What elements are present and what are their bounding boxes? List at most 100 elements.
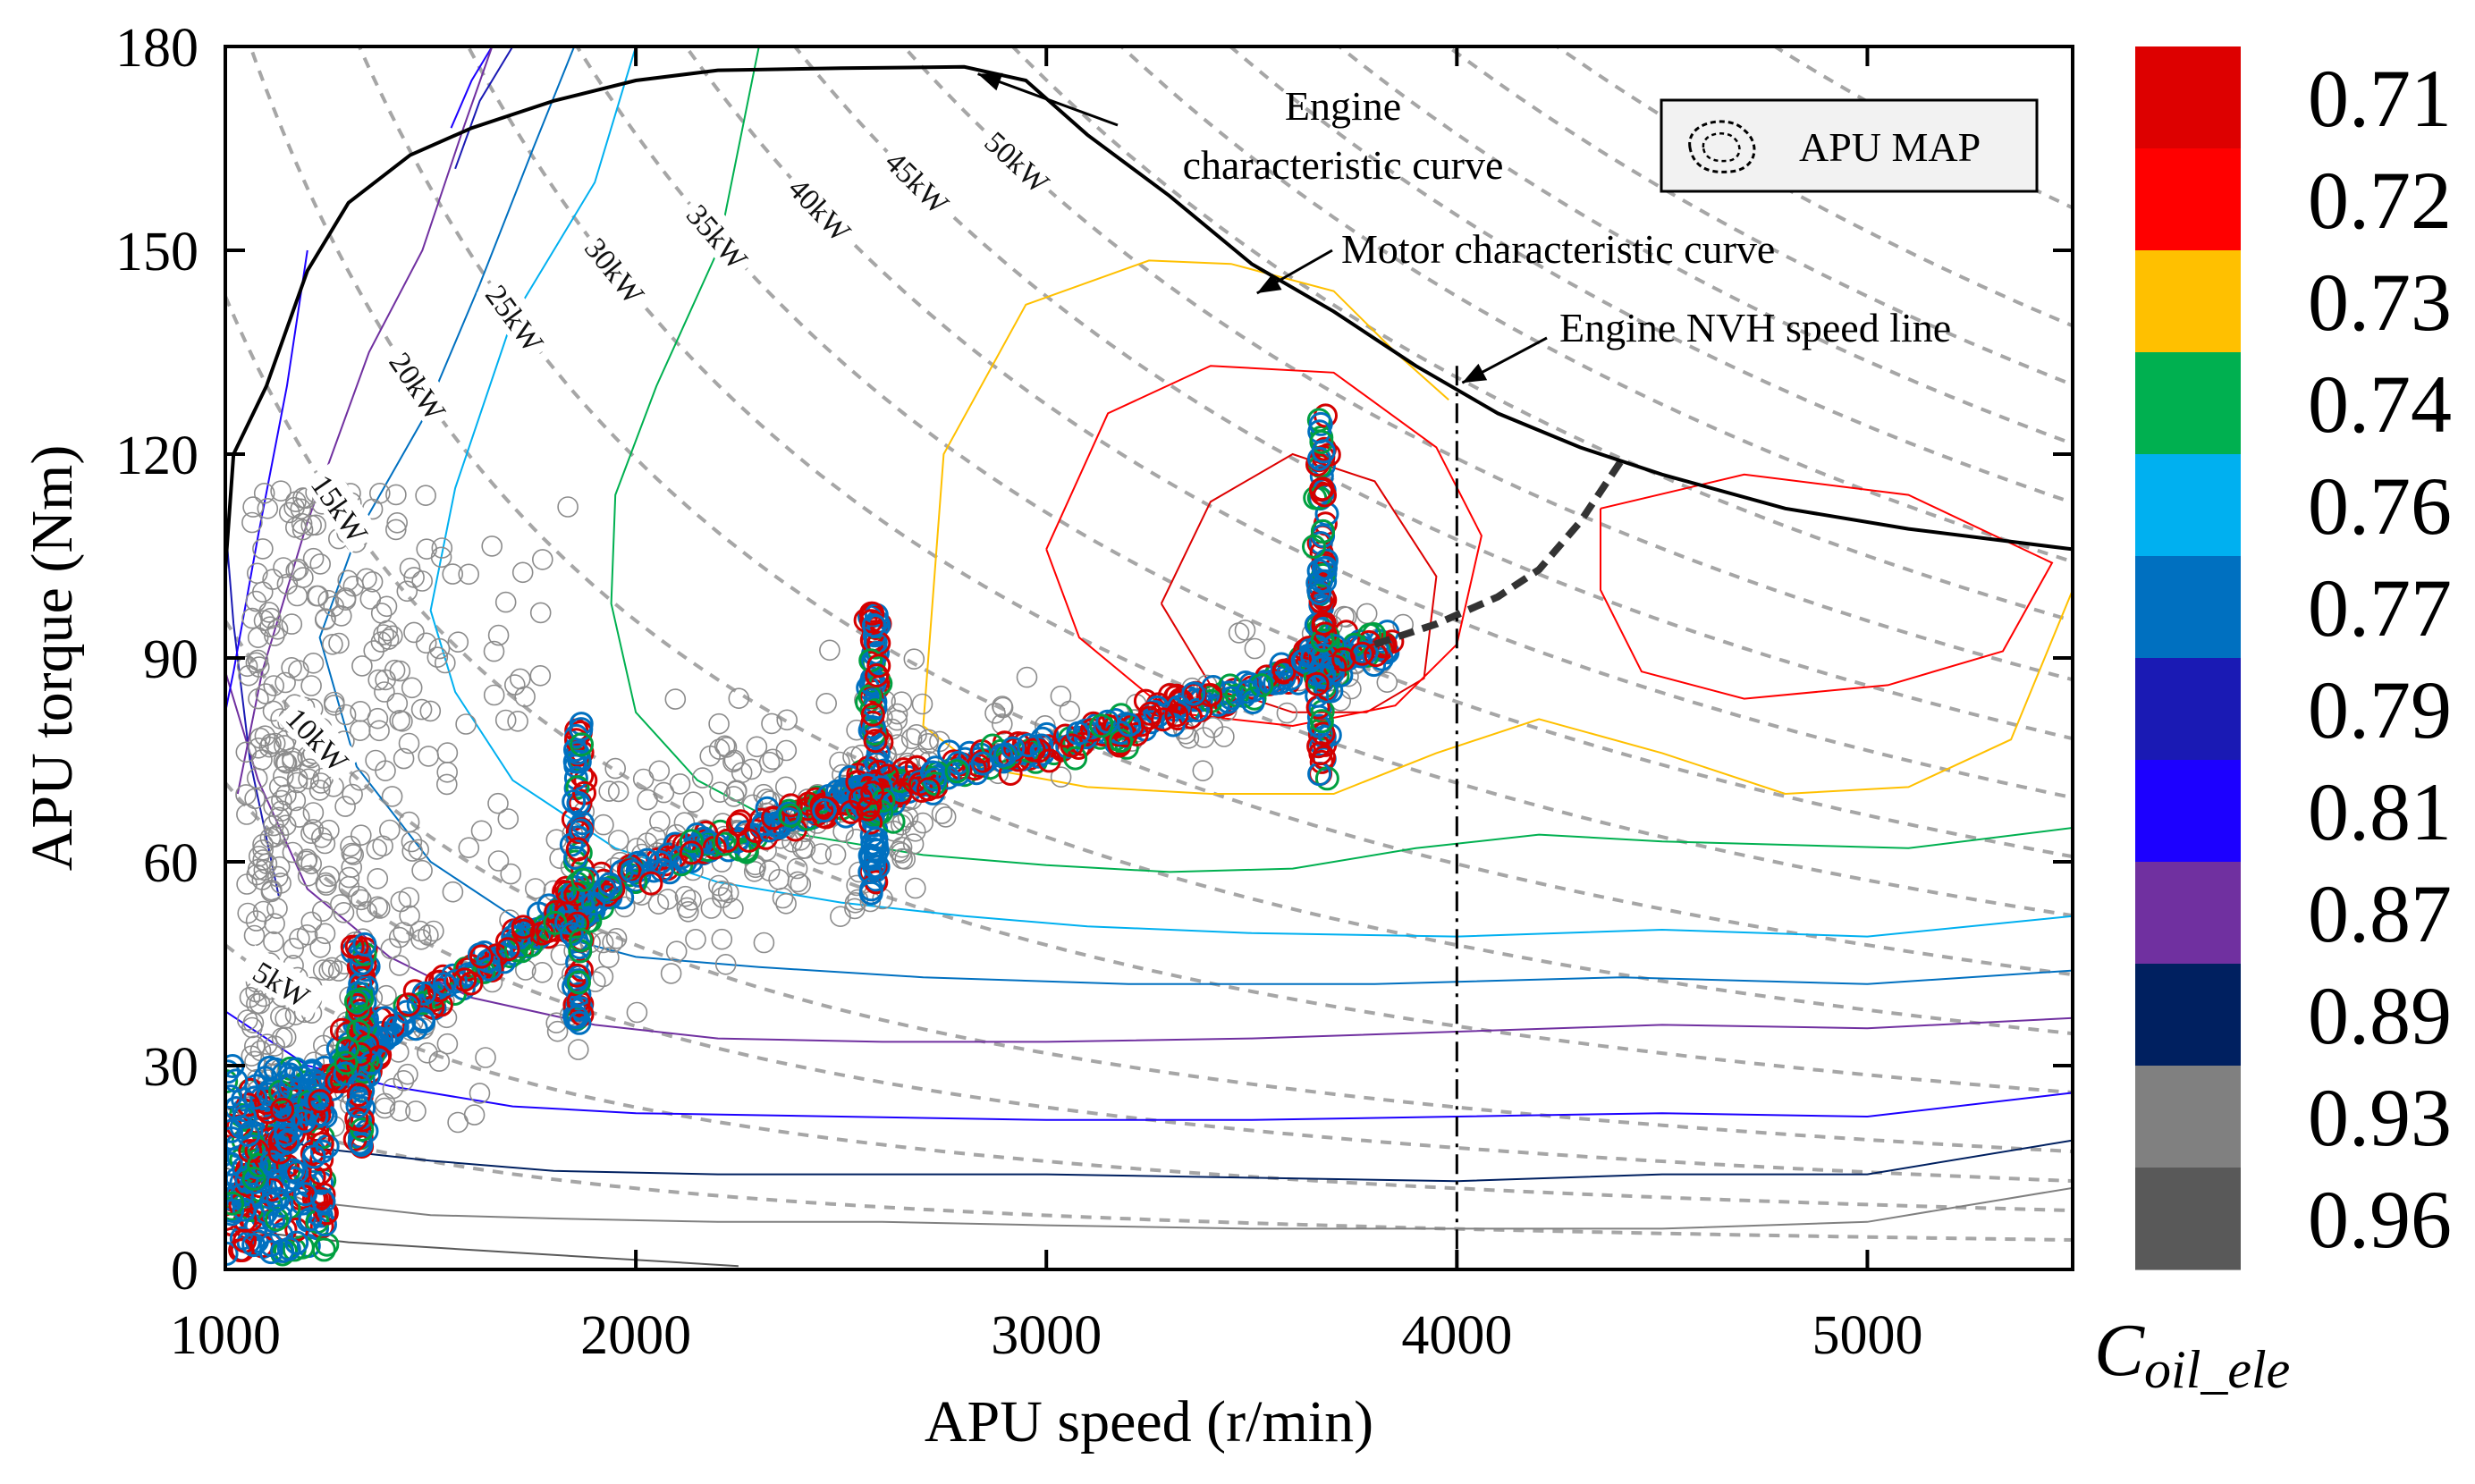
gray-point xyxy=(887,734,908,755)
power-label-bg-30kw xyxy=(575,224,657,315)
operating-point xyxy=(274,1122,298,1147)
gray-point xyxy=(241,607,263,629)
operating-point xyxy=(725,829,750,854)
gray-point xyxy=(256,1033,278,1055)
gray-point xyxy=(917,729,940,751)
legend-box xyxy=(1660,98,2039,193)
operating-point xyxy=(1249,673,1274,698)
gray-point xyxy=(494,591,517,613)
gray-point xyxy=(299,758,321,780)
gray-point xyxy=(399,557,421,579)
contour-0.73-3 xyxy=(922,259,1449,727)
gray-point xyxy=(830,906,851,927)
operating-point xyxy=(1198,683,1223,707)
operating-point xyxy=(1060,733,1085,758)
operating-point xyxy=(311,1189,336,1214)
gray-point xyxy=(378,819,401,841)
gray-point xyxy=(321,957,343,979)
gray-point xyxy=(262,1043,283,1066)
operating-point xyxy=(267,1203,292,1228)
gray-point xyxy=(271,789,292,812)
operating-point xyxy=(543,910,568,935)
gray-point xyxy=(248,737,269,759)
y-tick-label: 150 xyxy=(115,222,199,282)
gray-point xyxy=(711,928,733,950)
gray-point xyxy=(723,749,746,772)
power-line-60kw xyxy=(1119,46,2073,564)
operating-point xyxy=(1309,709,1334,734)
gray-point xyxy=(393,747,415,770)
gray-point xyxy=(333,901,355,923)
gray-point xyxy=(1228,622,1250,644)
gray-point xyxy=(604,757,627,780)
gray-point xyxy=(281,613,303,635)
operating-point xyxy=(555,880,579,905)
gray-point xyxy=(242,496,264,518)
operating-point xyxy=(281,1158,306,1183)
power-line-50kw xyxy=(900,46,2073,682)
operating-point xyxy=(921,760,946,785)
operating-point xyxy=(1063,746,1088,771)
operating-point xyxy=(225,1068,249,1093)
power-line-65kw xyxy=(1227,46,2073,505)
operating-point xyxy=(570,867,596,892)
gray-point xyxy=(832,821,854,842)
contour-0.74-5 xyxy=(610,46,2073,873)
power-label-bg-40kw xyxy=(778,164,865,252)
gray-point xyxy=(891,691,913,713)
operating-point xyxy=(712,831,737,856)
operating-point xyxy=(857,860,883,884)
operating-point xyxy=(581,891,605,916)
operating-point xyxy=(993,742,1018,767)
gray-point xyxy=(470,820,493,842)
operating-point xyxy=(511,915,536,940)
gray-point xyxy=(252,538,274,560)
operating-point xyxy=(346,1053,371,1078)
gray-point xyxy=(275,752,298,774)
gray-point xyxy=(245,652,267,674)
gray-point xyxy=(356,900,378,923)
nvh-line-arrow-head xyxy=(1462,363,1488,384)
operating-point xyxy=(256,1082,281,1107)
operating-point xyxy=(1310,628,1335,653)
gray-point xyxy=(455,713,477,735)
gray-point xyxy=(458,837,480,859)
operating-point xyxy=(684,833,709,858)
operating-point xyxy=(863,729,888,754)
operating-point xyxy=(874,763,900,788)
gray-point xyxy=(367,669,390,691)
colorbar-swatch xyxy=(2135,454,2241,557)
operating-point xyxy=(1305,671,1330,696)
legend: APU MAP xyxy=(1660,98,2039,193)
colorbar-label: 0.77 xyxy=(2308,562,2452,653)
gray-point xyxy=(992,696,1013,717)
annotations: Engine characteristic curve Motor charac… xyxy=(977,72,1951,384)
gray-point xyxy=(380,938,402,960)
operating-point xyxy=(432,972,457,997)
gray-point xyxy=(497,808,519,830)
gray-point xyxy=(660,963,682,984)
gray-point xyxy=(340,835,361,857)
gray-point xyxy=(393,1070,415,1092)
gray-point xyxy=(247,858,269,881)
operating-point xyxy=(232,1197,257,1222)
y-axis-ticks: 0 30 60 90 120 150 180 xyxy=(115,18,2073,1302)
legend-label: APU MAP xyxy=(1799,124,1981,170)
legend-map-icon-outer xyxy=(1688,120,1756,173)
colorbar-label: 0.72 xyxy=(2308,155,2452,246)
gray-point xyxy=(1376,671,1398,694)
y-tick-label: 60 xyxy=(143,833,199,894)
gray-point xyxy=(469,1083,491,1104)
gray-point xyxy=(385,484,407,506)
operating-line-extension xyxy=(1373,459,1625,648)
gray-point xyxy=(309,553,332,575)
power-line-2.5kw xyxy=(225,1105,2073,1242)
operating-point xyxy=(638,871,663,896)
gray-point xyxy=(410,920,431,942)
gray-point xyxy=(824,843,847,865)
operating-point xyxy=(778,803,803,828)
gray-point xyxy=(685,929,706,950)
gray-point xyxy=(458,563,480,586)
gray-point xyxy=(648,760,671,782)
power-line-20kw xyxy=(248,46,2073,1036)
